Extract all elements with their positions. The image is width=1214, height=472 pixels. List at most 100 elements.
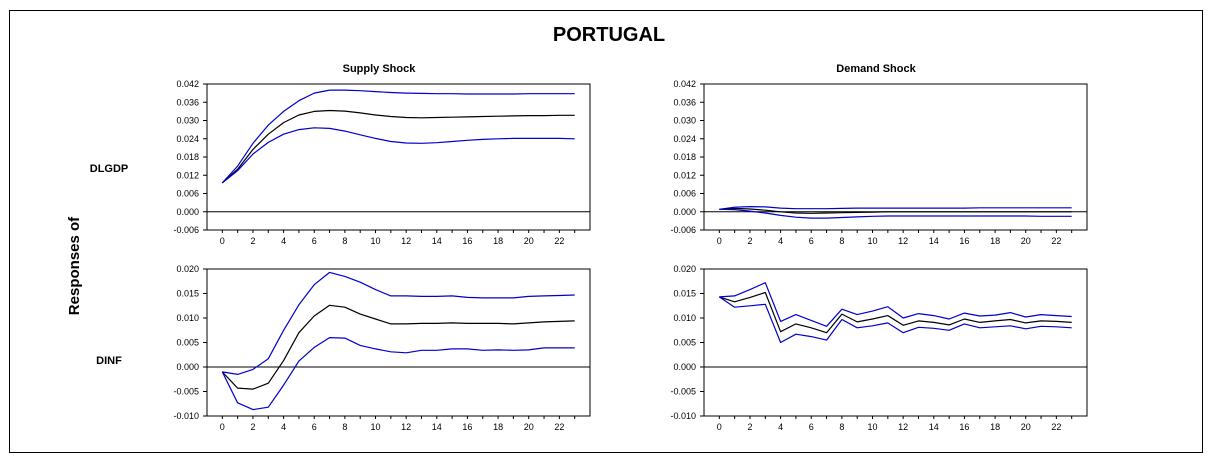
y-tick-label: 0.030 — [673, 116, 696, 126]
plot-area-dlgdp-supply — [206, 83, 591, 231]
x-tick-label: 22 — [554, 236, 564, 246]
lower-band-line-dinf-demand — [718, 296, 1072, 344]
row-label-dlgdp: DLGDP — [90, 163, 129, 175]
response-line-dlgdp-demand — [719, 207, 1072, 214]
panels-group: -0.006 0.000 0.006 0.012 0.018 0.024 0.030 0.03… — [173, 79, 1088, 432]
x-tick-label: 10 — [371, 422, 381, 432]
x-tick-label: 16 — [462, 422, 472, 432]
x-tick-label: 14 — [432, 236, 442, 246]
y-tick-label: 0.000 — [673, 207, 696, 217]
x-tick-label: 2 — [250, 422, 255, 432]
side-label: Responses of — [66, 216, 83, 315]
x-tick-label: 6 — [809, 236, 814, 246]
x-tick-label: 6 — [312, 236, 317, 246]
x-tick-label: 8 — [342, 236, 347, 246]
x-tick-label: 10 — [371, 236, 381, 246]
lower-band-line-dinf-supply — [221, 337, 575, 411]
panel-dinf-demand: -0.010 -0.005 0.000 0.005 0.010 0.015 0.020 0 2 4… — [670, 264, 1088, 432]
x-tick-label: 20 — [1021, 236, 1031, 246]
y-tick-label: -0.010 — [670, 411, 696, 421]
y-tick-label: 0.005 — [673, 338, 696, 348]
y-tick-label: 0.036 — [176, 97, 199, 107]
x-tick-label: 8 — [839, 236, 844, 246]
x-tick-label: 22 — [1051, 236, 1061, 246]
x-tick-label: 16 — [959, 422, 969, 432]
x-tick-label: 20 — [524, 422, 534, 432]
x-tick-label: 12 — [898, 422, 908, 432]
y-tick-label: 0.010 — [673, 313, 696, 323]
x-tick-label: 0 — [220, 236, 225, 246]
y-tick-label: 0.000 — [673, 362, 696, 372]
y-tick-label: 0.015 — [673, 289, 696, 299]
y-tick-label: 0.015 — [176, 289, 199, 299]
x-tick-label: 2 — [250, 236, 255, 246]
x-tick-label: 0 — [717, 236, 722, 246]
lower-band-line-dlgdp-demand — [719, 208, 1072, 219]
x-tick-label: 4 — [281, 422, 286, 432]
upper-band-line-dinf-demand — [719, 282, 1072, 327]
y-tick-label: 0.036 — [673, 97, 696, 107]
x-tick-label: 2 — [747, 236, 752, 246]
panel-dlgdp-supply: -0.006 0.000 0.006 0.012 0.018 0.024 0.030 0.03… — [173, 79, 591, 246]
panel-dlgdp-demand: -0.006 0.000 0.006 0.012 0.018 0.024 0.030 0.03… — [670, 79, 1088, 246]
y-tick-label: 0.000 — [176, 207, 199, 217]
column-title-demand: Demand Shock — [836, 63, 916, 75]
y-tick-label: 0.005 — [176, 338, 199, 348]
x-tick-label: 22 — [554, 422, 564, 432]
x-tick-label: 8 — [839, 422, 844, 432]
y-tick-label: 0.018 — [176, 152, 199, 162]
y-tick-label: -0.006 — [173, 225, 199, 235]
y-tick-label: -0.005 — [670, 387, 696, 397]
upper-band-line-dlgdp-demand — [719, 206, 1072, 210]
irf-figure: PORTUGAL Responses of DLGDP DINF Supply … — [66, 24, 1088, 432]
x-tick-label: 18 — [990, 236, 1000, 246]
plot-area-dlgdp-demand — [703, 83, 1088, 231]
x-tick-label: 10 — [868, 422, 878, 432]
x-tick-label: 2 — [747, 422, 752, 432]
y-tick-label: 0.012 — [176, 170, 199, 180]
x-tick-label: 12 — [401, 236, 411, 246]
x-tick-label: 12 — [898, 236, 908, 246]
panel-dinf-supply: -0.010 -0.005 0.000 0.005 0.010 0.015 0.020 0 2 4… — [173, 264, 591, 432]
x-tick-label: 14 — [929, 422, 939, 432]
y-tick-label: 0.000 — [176, 362, 199, 372]
figure-title: PORTUGAL — [553, 24, 665, 46]
y-tick-label: 0.006 — [176, 189, 199, 199]
x-tick-label: 10 — [868, 236, 878, 246]
response-line-dinf-demand — [719, 291, 1072, 334]
x-tick-label: 18 — [493, 236, 503, 246]
x-tick-label: 18 — [493, 422, 503, 432]
response-line-dinf-supply — [221, 304, 575, 390]
x-tick-label: 0 — [717, 422, 722, 432]
y-tick-label: 0.020 — [176, 264, 199, 274]
x-tick-label: 6 — [809, 422, 814, 432]
x-tick-label: 6 — [312, 422, 317, 432]
upper-band-line-dinf-supply — [222, 271, 575, 375]
x-tick-label: 18 — [990, 422, 1000, 432]
upper-band-line-dlgdp-supply — [221, 89, 575, 184]
y-tick-label: 0.012 — [673, 170, 696, 180]
x-tick-label: 14 — [432, 422, 442, 432]
figure-frame: PORTUGAL Responses of DLGDP DINF Supply … — [9, 10, 1203, 453]
x-tick-label: 0 — [220, 422, 225, 432]
x-tick-label: 8 — [342, 422, 347, 432]
y-tick-label: -0.006 — [670, 225, 696, 235]
x-tick-label: 4 — [778, 422, 783, 432]
y-tick-label: 0.024 — [176, 134, 199, 144]
x-tick-label: 14 — [929, 236, 939, 246]
row-label-dinf: DINF — [96, 355, 122, 367]
plot-area-dinf-supply — [206, 268, 591, 417]
plot-area-dinf-demand — [703, 268, 1088, 417]
response-line-dlgdp-supply — [221, 109, 575, 184]
x-tick-label: 4 — [778, 236, 783, 246]
x-tick-label: 12 — [401, 422, 411, 432]
x-tick-label: 22 — [1051, 422, 1061, 432]
y-tick-label: -0.005 — [173, 387, 199, 397]
x-tick-label: 16 — [959, 236, 969, 246]
y-tick-label: -0.010 — [173, 411, 199, 421]
y-tick-label: 0.006 — [673, 189, 696, 199]
y-tick-label: 0.018 — [673, 152, 696, 162]
y-tick-label: 0.024 — [673, 134, 696, 144]
x-tick-label: 16 — [462, 236, 472, 246]
y-tick-label: 0.010 — [176, 313, 199, 323]
